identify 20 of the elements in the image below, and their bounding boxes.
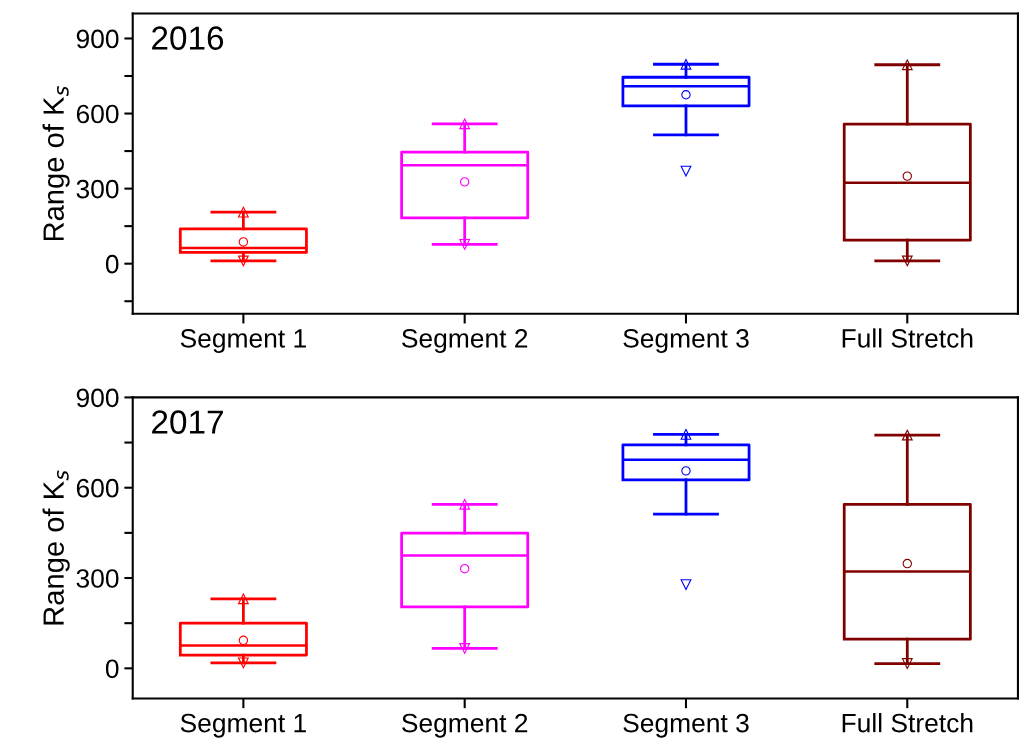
- y-tick-label: 300: [76, 569, 119, 588]
- x-tick-label: Full Stretch: [842, 713, 973, 733]
- chart-title: 2017: [152, 410, 223, 434]
- x-tick-label: Segment 3: [623, 713, 749, 738]
- y-axis-title: Range of K$_{s}$: [42, 86, 70, 241]
- y-tick-label: 0: [105, 254, 119, 274]
- y-tick-label: 0: [105, 659, 119, 679]
- x-tick-label: Full Stretch: [842, 328, 973, 348]
- y-tick-label: 900: [76, 29, 119, 49]
- chart-title: 2016: [152, 26, 224, 50]
- y-tick-label: 900: [76, 388, 119, 408]
- x-tick-label: Segment 2: [402, 713, 528, 738]
- x-tick-label: Segment 3: [623, 329, 749, 353]
- x-tick-label: Segment 2: [402, 329, 528, 353]
- y-axis-title: Range of K$_{s}$: [42, 470, 70, 625]
- x-tick-label: Segment 1: [180, 329, 306, 353]
- x-tick-label: Segment 1: [180, 713, 306, 738]
- y-tick-label: 300: [76, 179, 119, 199]
- y-tick-label: 600: [76, 104, 119, 124]
- y-tick-label: 600: [76, 478, 119, 498]
